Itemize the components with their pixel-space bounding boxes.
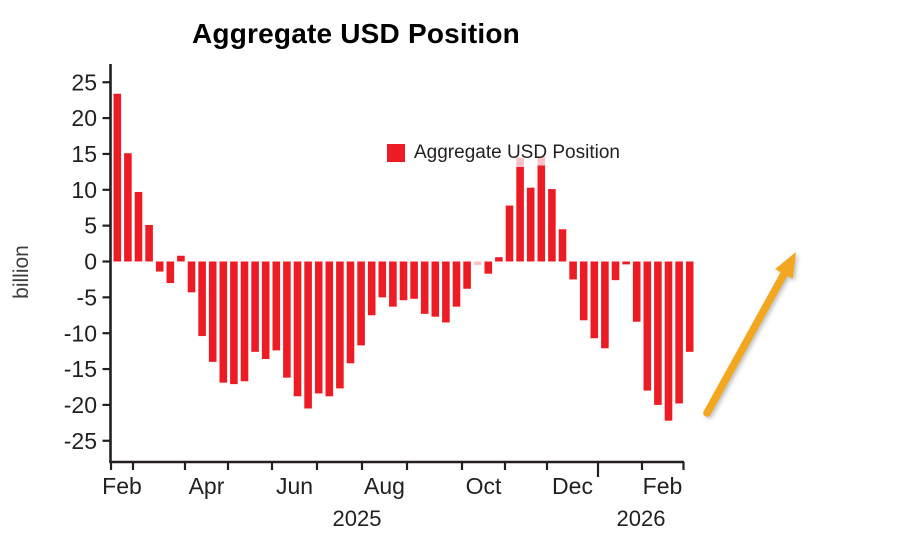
bar-highlight-tip — [516, 157, 524, 167]
bar-week-23 — [346, 261, 355, 364]
bar-week-16 — [272, 261, 281, 351]
bar-week-7 — [177, 255, 185, 262]
bar-week-46 — [590, 261, 599, 339]
bar-week-1 — [113, 93, 122, 262]
bar-week-39 — [516, 166, 524, 262]
bar-week-35 — [473, 261, 482, 266]
bar-week-18 — [293, 261, 302, 397]
bar-week-30 — [420, 261, 429, 314]
y-tick-label: 10 — [71, 177, 97, 203]
bar-week-11 — [219, 261, 228, 383]
x-tick-label-month: Feb — [102, 473, 142, 499]
bar-week-22 — [336, 261, 344, 389]
x-tick-label-year: 2025 — [333, 506, 382, 531]
bar-week-45 — [579, 261, 588, 321]
bar-week-40 — [526, 187, 535, 262]
y-tick-label: 15 — [71, 141, 97, 167]
x-tick-label-month: Dec — [552, 473, 593, 499]
y-tick-label: 0 — [84, 249, 97, 275]
bar-week-51 — [643, 261, 652, 391]
bar-week-53 — [664, 261, 673, 421]
bar-week-10 — [208, 261, 217, 362]
bar-week-5 — [155, 261, 164, 272]
bar-week-4 — [145, 224, 153, 262]
x-tick-label-month: Aug — [364, 473, 405, 499]
bar-week-19 — [304, 261, 312, 409]
y-tick-label: -20 — [64, 392, 97, 418]
bar-week-8 — [187, 261, 196, 293]
y-tick-label: -25 — [64, 428, 97, 454]
bar-week-43 — [558, 229, 567, 262]
bar-week-38 — [505, 205, 514, 262]
bar-week-17 — [283, 261, 291, 378]
trend-arrow-head — [775, 252, 796, 279]
chart-title: Aggregate USD Position — [192, 18, 520, 49]
bar-week-31 — [431, 261, 440, 317]
x-tick-label-month: Apr — [189, 473, 225, 499]
y-axis-label: billion — [10, 245, 33, 299]
bar-week-25 — [367, 261, 376, 316]
bar-week-50 — [632, 261, 641, 322]
bar-week-2 — [124, 153, 132, 262]
bar-week-36 — [484, 261, 493, 274]
bar-week-9 — [198, 261, 206, 337]
bar-week-24 — [357, 261, 365, 346]
trend-arrow-shaft — [703, 268, 789, 417]
bar-week-14 — [251, 261, 259, 352]
x-tick-label-month: Oct — [466, 473, 502, 499]
bar-week-29 — [410, 261, 418, 299]
bar-week-20 — [314, 261, 323, 394]
bar-week-37 — [495, 257, 503, 262]
bar-week-55 — [685, 261, 694, 352]
bar-week-48 — [611, 261, 620, 281]
x-tick-label-month: Jun — [276, 473, 313, 499]
bar-week-42 — [548, 189, 556, 262]
bar-week-41 — [537, 165, 546, 262]
y-tick-label: -15 — [64, 356, 97, 382]
x-tick-label-month: Feb — [643, 473, 683, 499]
bar-week-12 — [230, 261, 238, 385]
bar-week-44 — [569, 261, 577, 280]
legend-label: Aggregate USD Position — [414, 142, 620, 163]
bar-week-32 — [442, 261, 450, 323]
bar-week-34 — [463, 261, 471, 289]
bar-week-6 — [166, 261, 175, 284]
bar-week-21 — [325, 261, 334, 397]
bar-week-28 — [399, 261, 408, 301]
bar-week-3 — [134, 191, 143, 262]
y-tick-label: -5 — [77, 284, 97, 310]
trend-arrow-icon — [703, 252, 796, 417]
x-tick-label-year: 2026 — [617, 506, 666, 531]
y-tick-label: 20 — [71, 105, 97, 131]
bar-week-13 — [240, 261, 249, 382]
legend: Aggregate USD Position — [387, 142, 620, 164]
bar-highlight-tip — [537, 156, 546, 166]
y-tick-label: -10 — [64, 320, 97, 346]
legend-swatch-icon — [387, 144, 405, 162]
bar-week-27 — [389, 261, 397, 307]
bar-week-49 — [622, 261, 630, 265]
bar-week-26 — [378, 261, 387, 298]
y-tick-label: 25 — [71, 69, 97, 95]
y-tick-label: 5 — [84, 213, 97, 239]
bar-week-33 — [452, 261, 461, 307]
bar-week-52 — [654, 261, 662, 405]
bar-week-47 — [601, 261, 609, 349]
bar-week-15 — [261, 261, 270, 360]
bar-week-54 — [675, 261, 683, 404]
